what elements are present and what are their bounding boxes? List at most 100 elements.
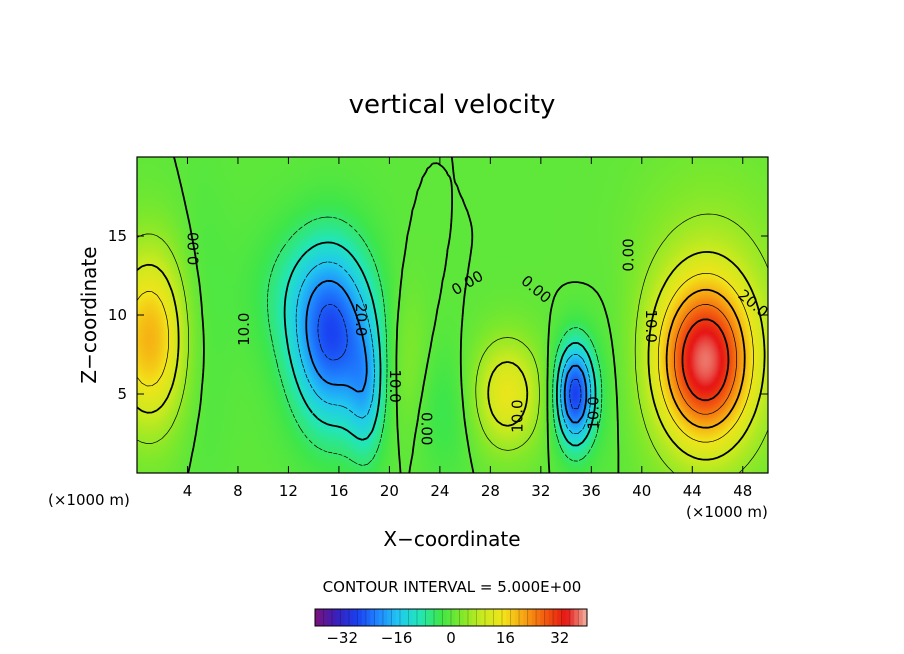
contour-label: 20.0	[352, 303, 370, 336]
x-tick-label: 28	[481, 482, 500, 500]
colorbar-swatch	[395, 609, 401, 626]
contour-label: 0.00	[184, 232, 202, 265]
colorbar-swatch	[378, 609, 384, 626]
colorbar-swatch	[548, 609, 554, 626]
colorbar-swatch	[553, 609, 558, 626]
y-tick-label: 10	[108, 306, 127, 324]
colorbar-swatch	[332, 609, 337, 626]
contour-level-neg25	[317, 303, 582, 410]
contour-label: 10.0	[235, 313, 253, 346]
colorbar-swatch	[366, 609, 371, 626]
colorbar-swatch	[578, 609, 584, 626]
x-tick-label: 8	[233, 482, 243, 500]
colorbar-swatch	[527, 609, 533, 626]
colorbar-swatch	[510, 609, 516, 626]
colorbar-swatch	[315, 609, 320, 626]
colorbar-swatch	[391, 609, 397, 626]
colorbar-tick-label: 16	[496, 629, 515, 647]
colorbar-swatch	[463, 609, 469, 626]
colorbar-swatch	[544, 609, 550, 626]
colorbar-swatch	[468, 609, 473, 626]
contour-label: 0.00	[620, 238, 638, 271]
colorbar-swatch	[506, 609, 511, 626]
x-tick-label: 48	[733, 482, 752, 500]
contour-level-25	[674, 304, 738, 415]
colorbar-tick-label: 32	[550, 629, 569, 647]
colorbar-swatch	[514, 609, 520, 626]
colorbar-swatch	[485, 609, 490, 626]
colorbar-swatch	[476, 609, 482, 626]
colorbar-swatch	[434, 609, 439, 626]
colorbar-swatch	[438, 609, 443, 626]
colorbar-swatch	[497, 609, 503, 626]
contour-level-20	[665, 288, 746, 429]
colorbar-swatch	[336, 609, 341, 626]
contour-level-0	[173, 157, 620, 473]
contour-lines	[137, 157, 768, 473]
colorbar-swatch	[536, 609, 541, 626]
colorbar-swatch	[574, 609, 579, 626]
colorbar-swatch	[540, 609, 545, 626]
colorbar-swatch	[582, 609, 588, 626]
colorbar-swatch	[502, 609, 507, 626]
contour-interval-text: CONTOUR INTERVAL = 5.000E+00	[323, 578, 582, 596]
colorbar-swatch	[565, 609, 571, 626]
colorbar-swatch	[480, 609, 486, 626]
colorbar-frame	[314, 608, 588, 627]
colorbar-swatch	[349, 609, 354, 626]
colorbar-swatch	[446, 609, 452, 626]
colorbar-swatch	[489, 609, 494, 626]
contour-level-neg20	[305, 279, 588, 424]
colorbar-swatch	[429, 609, 435, 626]
colorbar-swatch	[323, 609, 329, 626]
chart-title: vertical velocity	[349, 90, 556, 120]
x-tick-label: 16	[329, 482, 348, 500]
y-axis-ticks: 5 10 15	[108, 227, 768, 403]
contour-label: 10.0	[642, 309, 660, 342]
colorbar-swatch	[451, 609, 456, 626]
contour-level-neg5	[267, 216, 603, 466]
colorbar-swatch	[561, 609, 567, 626]
colorbar-swatch	[472, 609, 477, 626]
x-tick-label: 32	[531, 482, 550, 500]
y-axis-title: Z−coordinate	[77, 246, 101, 383]
colorbar-swatch	[374, 609, 380, 626]
x-tick-label: 20	[380, 482, 399, 500]
y-tick-label: 15	[108, 227, 127, 245]
x-unit-right: (×1000 m)	[686, 503, 768, 521]
colorbar-swatch	[417, 609, 422, 626]
x-tick-label: 36	[582, 482, 601, 500]
colorbar-swatch	[370, 609, 375, 626]
contour-label: 10.0	[509, 399, 527, 432]
colorbar-swatch	[459, 609, 465, 626]
contour-level-10	[137, 251, 766, 461]
colorbar-swatch	[357, 609, 363, 626]
colorbar-swatch	[519, 609, 524, 626]
x-axis-title: X−coordinate	[383, 527, 520, 551]
colorbar-swatch	[383, 609, 388, 626]
contour-level-15	[137, 272, 754, 443]
x-unit-left: (×1000 m)	[48, 491, 130, 509]
colorbar-swatch	[340, 609, 346, 626]
colorbar-swatch	[557, 609, 562, 626]
x-tick-label: 44	[683, 482, 702, 500]
colorbar-tick-label: −16	[381, 629, 413, 647]
colorbar-swatch	[455, 609, 460, 626]
y-tick-label: 5	[117, 385, 127, 403]
contour-label: 0.00	[417, 412, 435, 445]
x-tick-label: 40	[632, 482, 651, 500]
colorbar-tick-label: 0	[446, 629, 456, 647]
colorbar-swatch	[353, 609, 358, 626]
colorbar-swatch	[387, 609, 392, 626]
colorbar-swatch	[404, 609, 409, 626]
colorbar-swatch	[523, 609, 528, 626]
colorbar-swatch	[412, 609, 418, 626]
colorbar-swatch	[319, 609, 324, 626]
colorbar-swatch	[421, 609, 426, 626]
colorbar-swatch	[493, 609, 499, 626]
colorbar-tick-label: −32	[326, 629, 358, 647]
colorbar-swatch	[408, 609, 414, 626]
x-axis-ticks: 4 8 12 16 20 24 28 32 36 40 44 48	[183, 157, 752, 500]
